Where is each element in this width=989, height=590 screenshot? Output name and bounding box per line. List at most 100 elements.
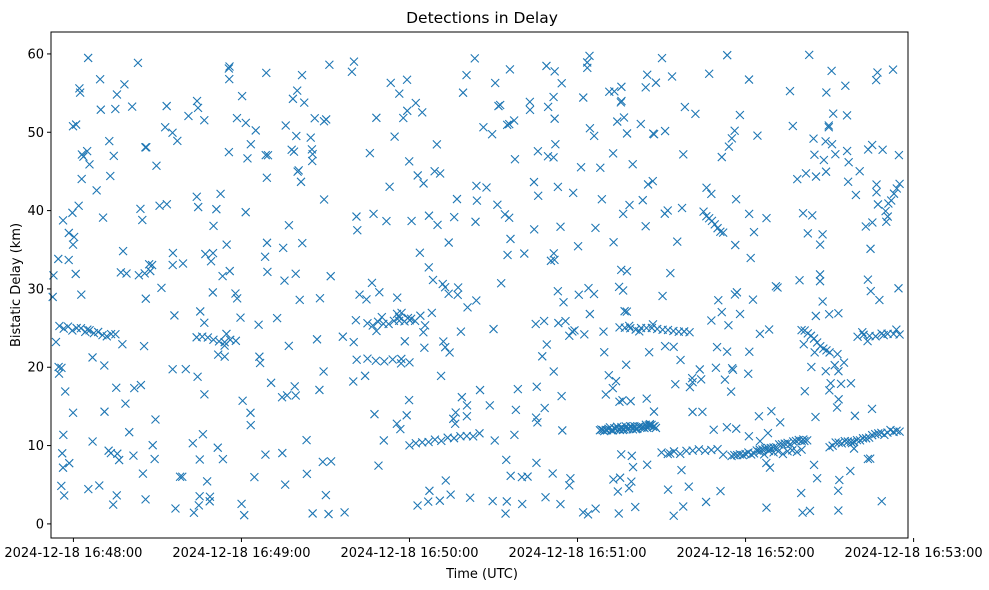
data-point bbox=[456, 431, 465, 441]
x-tick-label: 2024-12-18 16:50:00 bbox=[340, 546, 478, 561]
data-point bbox=[755, 436, 765, 446]
data-point bbox=[184, 111, 193, 121]
data-point bbox=[706, 189, 716, 199]
data-point bbox=[168, 128, 177, 138]
data-point bbox=[616, 449, 626, 459]
data-point bbox=[762, 213, 771, 223]
data-point bbox=[675, 449, 685, 459]
data-point bbox=[511, 405, 521, 415]
data-point bbox=[561, 316, 570, 326]
data-point bbox=[157, 283, 166, 293]
data-point bbox=[318, 457, 328, 467]
data-point bbox=[872, 180, 881, 189]
data-point bbox=[278, 243, 288, 253]
data-point bbox=[785, 86, 795, 96]
data-point bbox=[687, 373, 697, 383]
data-point bbox=[688, 407, 697, 417]
data-point bbox=[546, 256, 556, 266]
data-point bbox=[405, 440, 414, 450]
data-point bbox=[863, 454, 873, 464]
data-point bbox=[828, 109, 838, 119]
x-tick-label: 2024-12-18 16:49:00 bbox=[172, 546, 310, 561]
data-point bbox=[622, 266, 632, 276]
data-point bbox=[452, 194, 462, 204]
data-point bbox=[553, 286, 563, 296]
data-point bbox=[889, 189, 899, 199]
data-point bbox=[400, 336, 410, 346]
data-point bbox=[532, 458, 541, 468]
data-point bbox=[362, 294, 371, 304]
data-point bbox=[435, 169, 445, 178]
data-point bbox=[657, 448, 666, 457]
data-point bbox=[722, 50, 732, 60]
data-point bbox=[112, 90, 122, 99]
data-point bbox=[111, 329, 120, 339]
data-point bbox=[771, 281, 781, 291]
data-point bbox=[591, 223, 600, 233]
data-point bbox=[625, 200, 634, 210]
data-point bbox=[369, 209, 378, 219]
data-point bbox=[726, 387, 736, 396]
data-point bbox=[833, 349, 842, 359]
data-point bbox=[236, 313, 245, 322]
data-point bbox=[834, 394, 844, 404]
data-point bbox=[347, 67, 357, 77]
data-point bbox=[224, 147, 234, 157]
data-point bbox=[517, 499, 527, 509]
data-point bbox=[533, 417, 542, 427]
data-point bbox=[85, 159, 94, 169]
data-point bbox=[195, 307, 205, 316]
data-point bbox=[338, 332, 348, 342]
data-point bbox=[150, 454, 160, 464]
data-point bbox=[651, 423, 661, 433]
data-point bbox=[138, 469, 148, 479]
data-point bbox=[197, 332, 207, 341]
data-point bbox=[136, 380, 146, 390]
data-point bbox=[246, 420, 256, 430]
data-point bbox=[502, 497, 512, 506]
data-point bbox=[438, 337, 448, 346]
data-point bbox=[479, 122, 488, 132]
data-point bbox=[641, 83, 651, 92]
data-point bbox=[672, 237, 682, 246]
data-point bbox=[824, 386, 834, 395]
data-point bbox=[834, 366, 843, 376]
data-point bbox=[622, 129, 632, 138]
data-point bbox=[137, 215, 147, 225]
data-point bbox=[731, 194, 741, 204]
data-point bbox=[622, 307, 632, 316]
data-point bbox=[324, 509, 333, 519]
data-point bbox=[712, 342, 722, 352]
data-point bbox=[797, 325, 806, 335]
x-tick-label: 2024-12-18 16:53:00 bbox=[845, 546, 983, 561]
data-point bbox=[194, 500, 204, 510]
data-point bbox=[503, 250, 512, 260]
data-point bbox=[340, 508, 349, 517]
data-point bbox=[556, 222, 565, 232]
data-point bbox=[886, 196, 896, 205]
data-point bbox=[424, 263, 434, 272]
data-point bbox=[495, 100, 505, 110]
data-point bbox=[144, 259, 154, 269]
data-point bbox=[567, 327, 577, 336]
data-point bbox=[496, 278, 506, 288]
data-point bbox=[394, 89, 404, 98]
y-tick-label: 20 bbox=[27, 361, 44, 376]
data-point bbox=[405, 357, 414, 367]
data-point bbox=[845, 466, 855, 476]
data-point bbox=[57, 448, 67, 458]
data-point bbox=[583, 509, 593, 519]
data-point bbox=[404, 156, 414, 166]
data-point bbox=[827, 139, 837, 149]
data-point bbox=[502, 120, 512, 130]
data-point bbox=[513, 384, 523, 394]
data-point bbox=[51, 337, 61, 347]
data-point bbox=[821, 167, 831, 177]
data-point bbox=[628, 462, 638, 472]
data-point bbox=[402, 106, 412, 116]
data-point bbox=[310, 113, 320, 123]
data-point bbox=[171, 504, 180, 513]
data-point bbox=[599, 347, 609, 357]
data-point bbox=[400, 317, 409, 326]
data-point bbox=[76, 290, 86, 300]
